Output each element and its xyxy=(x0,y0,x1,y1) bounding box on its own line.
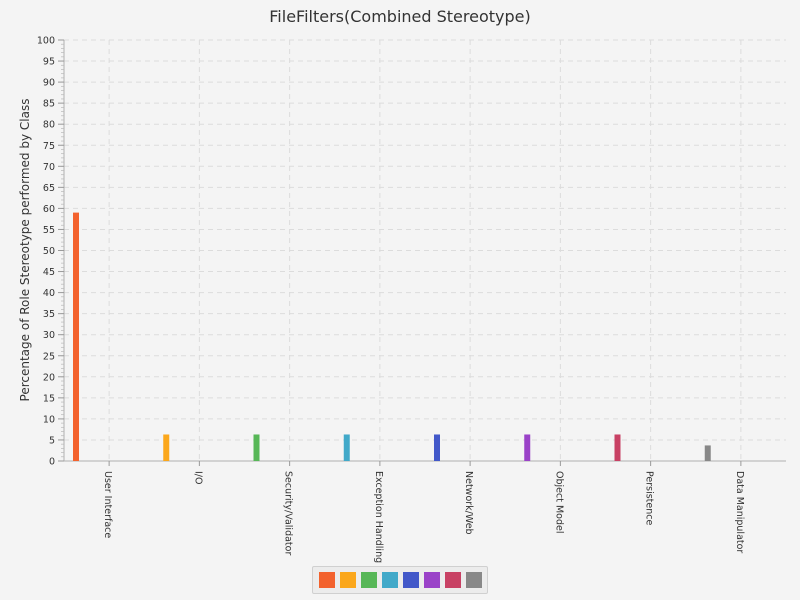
y-axis-label: Percentage of Role Stereotype performed … xyxy=(18,99,32,402)
bar-persistence xyxy=(614,434,621,461)
y-tick-label: 95 xyxy=(43,57,55,68)
x-tick-label: Network/Web xyxy=(463,471,474,535)
chart-title: FileFilters(Combined Stereotype) xyxy=(269,7,531,26)
x-tick-label: Persistence xyxy=(644,471,655,525)
y-tick-label: 90 xyxy=(43,78,55,89)
x-tick-label: Exception Handling xyxy=(373,471,384,563)
y-tick-label: 10 xyxy=(43,414,55,425)
y-tick-label: 60 xyxy=(43,204,55,215)
x-tick-label: Object Model xyxy=(553,471,564,533)
y-tick-label: 35 xyxy=(43,309,55,320)
x-tick-label: Data Manipulator xyxy=(734,471,745,553)
bar-network-web xyxy=(434,434,440,461)
x-axis: User Interface I/O Security/Validator Excep… xyxy=(64,460,786,563)
x-tick-label: User Interface xyxy=(102,471,113,538)
y-tick-label: 0 xyxy=(49,457,55,468)
y-tick-label: 25 xyxy=(43,351,55,362)
legend-swatch xyxy=(402,572,419,588)
legend xyxy=(312,566,488,594)
bar-user-interface xyxy=(73,212,79,461)
x-tick-label: Security/Validator xyxy=(283,471,294,555)
y-tick-label: 100 xyxy=(37,36,55,47)
bar-exception-handling xyxy=(343,434,350,461)
legend-swatch xyxy=(381,572,398,588)
legend-swatch xyxy=(339,572,356,588)
y-tick-label: 85 xyxy=(43,99,55,110)
bar-object-model xyxy=(524,434,531,461)
bar-security-validator xyxy=(253,434,260,461)
legend-swatch xyxy=(318,572,335,588)
y-tick-label: 80 xyxy=(43,120,55,131)
bar-i-o xyxy=(163,434,170,461)
y-tick-label: 20 xyxy=(43,372,55,383)
grid-lines xyxy=(64,39,786,461)
y-tick-label: 70 xyxy=(43,162,55,173)
legend-swatch xyxy=(360,572,377,588)
y-tick-label: 40 xyxy=(43,288,55,299)
legend-swatch xyxy=(444,572,461,588)
legend-swatch xyxy=(423,572,440,588)
y-tick-label: 65 xyxy=(43,183,55,194)
y-axis: 0 5 10 15 20 25 30 35 40 45 50 55 60 65 70 75 80 85 90 95 10… xyxy=(37,36,65,468)
y-tick-label: 55 xyxy=(43,225,55,236)
legend-swatch xyxy=(465,572,482,588)
y-tick-label: 30 xyxy=(43,330,55,341)
y-tick-label: 5 xyxy=(49,435,55,446)
y-tick-label: 45 xyxy=(43,267,55,278)
y-tick-label: 50 xyxy=(43,246,55,257)
y-tick-label: 15 xyxy=(43,393,55,404)
bar-data-manipulator xyxy=(704,445,711,461)
x-tick-label: I/O xyxy=(192,471,203,484)
bars xyxy=(73,212,711,461)
y-tick-label: 75 xyxy=(43,141,55,152)
